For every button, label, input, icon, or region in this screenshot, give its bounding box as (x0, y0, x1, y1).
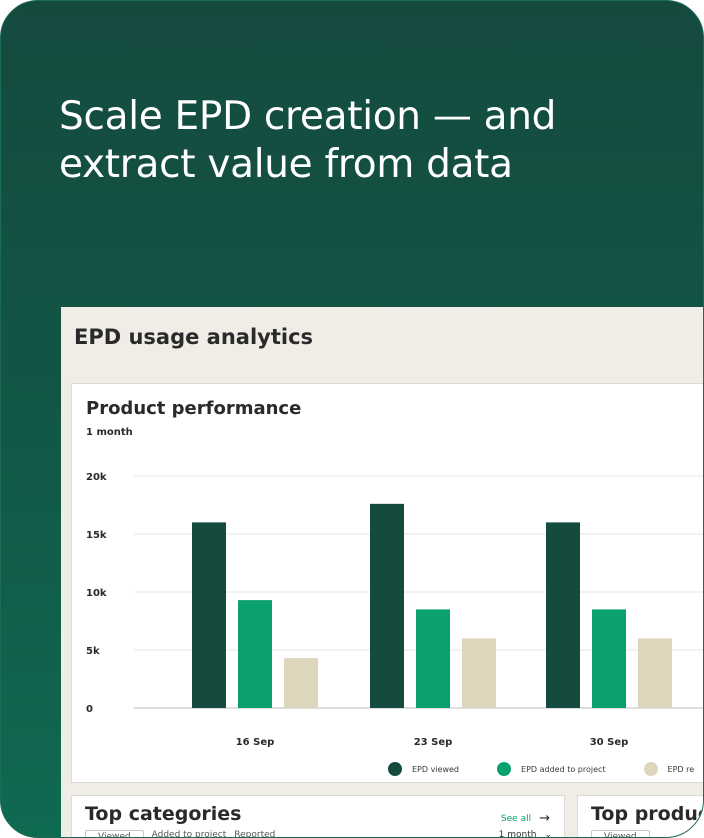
bar[interactable] (462, 638, 496, 708)
see-all-link[interactable]: See all → (501, 811, 550, 826)
period-select[interactable]: 1 month ⌄ (498, 830, 552, 838)
product-filters: Viewed (591, 830, 650, 837)
legend-dot-added (497, 762, 512, 776)
y-tick-label: 10k (86, 588, 107, 599)
x-tick-label: 16 Sep (236, 737, 275, 748)
bar[interactable] (284, 658, 318, 708)
top-products-title: Top produc (591, 803, 704, 825)
legend-item-viewed[interactable]: EPD viewed (388, 762, 459, 776)
product-performance-card: Product performance 1 month 20k 15k 10k 5k 0… (71, 383, 703, 783)
category-filters: Viewed Added to project Reported (85, 830, 276, 838)
y-tick-label: 15k (86, 530, 107, 541)
bar[interactable] (238, 600, 272, 708)
bar[interactable] (546, 522, 580, 708)
hero-title: Scale EPD creation — and extract value f… (59, 94, 557, 187)
legend-label: EPD viewed (412, 764, 460, 774)
chevron-down-icon: ⌄ (544, 830, 552, 838)
filter-reported[interactable]: Reported (234, 830, 276, 838)
top-products-card: Top produc Viewed (577, 795, 704, 837)
legend-dot-viewed (388, 762, 402, 776)
filter-viewed[interactable]: Viewed (591, 830, 650, 837)
top-categories-title: Top categories (85, 803, 242, 825)
legend-label: EPD re (667, 764, 695, 774)
legend-item-added[interactable]: EPD added to project (497, 762, 606, 776)
bar[interactable] (638, 638, 672, 708)
bar[interactable] (192, 522, 226, 708)
filter-added[interactable]: Added to project (151, 830, 227, 838)
top-categories-card: Top categories See all → Viewed Added to… (71, 795, 565, 838)
x-tick-label: 30 Sep (590, 737, 629, 748)
y-tick-label: 20k (86, 472, 107, 483)
legend-item-reported[interactable]: EPD re (643, 762, 695, 776)
chart-title: Product performance (86, 398, 302, 419)
analytics-panel: EPD usage analytics Product performance … (61, 307, 704, 838)
bar[interactable] (592, 609, 626, 708)
x-tick-label: 23 Sep (414, 737, 453, 748)
bar-chart: 20k 15k 10k 5k 0 16 Sep 23 Sep 30 Sep (86, 472, 703, 748)
chart-legend: EPD viewed EPD added to project EPD re (388, 762, 694, 776)
see-all-label: See all (500, 813, 532, 824)
legend-dot-reported (643, 762, 658, 776)
panel-title: EPD usage analytics (74, 325, 314, 349)
y-tick-label: 5k (86, 646, 100, 657)
chart-period[interactable]: 1 month (86, 427, 133, 438)
legend-label: EPD added to project (521, 764, 606, 774)
bar[interactable] (416, 609, 450, 708)
filter-viewed[interactable]: Viewed (85, 830, 144, 837)
bar[interactable] (370, 503, 404, 708)
arrow-right-icon: → (539, 811, 550, 826)
y-tick-label: 0 (86, 704, 93, 715)
period-label: 1 month (498, 830, 537, 838)
